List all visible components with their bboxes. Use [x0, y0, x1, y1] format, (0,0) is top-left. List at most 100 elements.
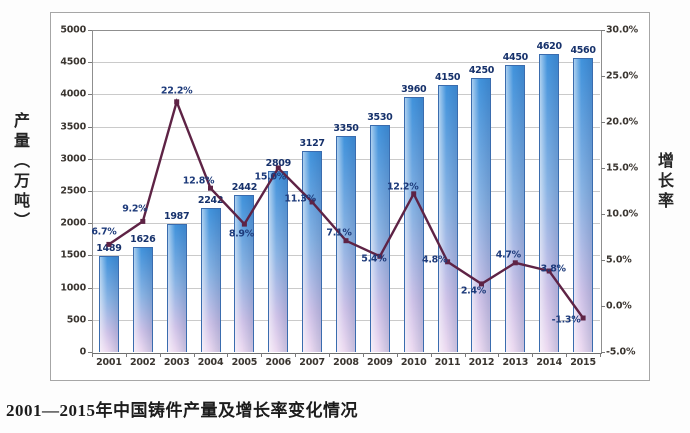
growth-rate-label: 5.4% — [361, 253, 387, 265]
y-axis-tick-mark — [88, 191, 92, 192]
x-axis-tick-mark — [295, 353, 297, 357]
right-axis-tick-mark — [601, 352, 605, 353]
production-bar — [166, 224, 187, 352]
y-axis-tick-label: 2000 — [60, 217, 86, 229]
y-axis-tick-mark — [88, 319, 92, 321]
bar-value-label: 3127 — [299, 137, 326, 149]
production-bar — [539, 54, 560, 352]
x-axis-tick-mark — [159, 353, 161, 357]
y-axis-tick-label: 1000 — [60, 282, 86, 294]
production-bar — [369, 124, 390, 352]
bar-value-label: 3960 — [401, 83, 427, 95]
x-axis-tick-label: 2014 — [536, 357, 563, 368]
growth-rate-label: 6.7% — [91, 226, 117, 238]
growth-rate-label: 9.2% — [122, 203, 148, 215]
x-axis-tick-label: 2015 — [570, 357, 596, 368]
y-axis-tick-label: 3000 — [60, 153, 86, 165]
growth-rate-label: 7.1% — [326, 227, 352, 239]
x-axis-tick-label: 2002 — [129, 357, 156, 368]
production-bar — [437, 84, 458, 352]
x-axis-tick-label: 2007 — [299, 357, 325, 368]
right-axis-tick-label: 5.0% — [606, 254, 632, 266]
x-axis-tick-mark — [396, 353, 398, 357]
bar-value-label: 4560 — [570, 45, 596, 57]
gridline — [93, 94, 600, 96]
x-axis-tick-label: 2004 — [197, 357, 224, 368]
production-bar — [505, 65, 526, 352]
production-bar — [234, 194, 255, 352]
x-axis-tick-mark — [566, 353, 568, 357]
bar-value-label: 1626 — [130, 234, 156, 246]
production-bar — [573, 58, 594, 352]
production-bar — [471, 78, 492, 352]
y-axis-tick-label: 2500 — [60, 185, 86, 197]
x-axis-tick-label: 2006 — [265, 357, 292, 368]
x-axis-tick-mark — [92, 353, 93, 357]
bar-value-label: 4620 — [536, 41, 563, 53]
production-bar — [200, 207, 221, 352]
gridline — [93, 62, 600, 64]
bar-value-label: 1489 — [96, 243, 122, 255]
x-axis-tick-mark — [464, 353, 466, 357]
production-bar — [302, 150, 323, 352]
y-axis-tick-mark — [88, 94, 92, 96]
growth-rate-label: 11.3% — [284, 193, 316, 205]
y-axis-tick-mark — [88, 287, 92, 289]
bar-value-label: 4150 — [434, 71, 461, 83]
right-axis-tick-label: 30.0% — [606, 24, 638, 36]
right-axis-tick-mark — [601, 76, 605, 77]
production-bar — [336, 136, 356, 352]
y-axis-tick-mark — [88, 352, 92, 353]
right-axis-tick-mark — [601, 306, 605, 307]
y-axis-tick-label: 4000 — [60, 88, 86, 100]
x-axis-tick-mark — [532, 353, 534, 357]
growth-rate-label: 15.0% — [254, 171, 287, 183]
y-axis-tick-mark — [88, 223, 92, 225]
x-axis-tick-mark — [430, 353, 432, 357]
growth-rate-label: 4.8% — [422, 254, 448, 266]
bar-value-label: 2809 — [265, 158, 292, 170]
bar-value-label: 4450 — [502, 52, 529, 64]
x-axis-tick-label: 2009 — [367, 357, 393, 368]
x-axis-tick-mark — [227, 353, 229, 357]
right-axis-tick-label: 0.0% — [606, 300, 632, 312]
y-axis-tick-mark — [88, 30, 92, 31]
x-axis-tick-label: 2005 — [231, 357, 258, 368]
x-axis-tick-mark — [193, 353, 195, 357]
right-axis-tick-mark — [601, 30, 605, 31]
right-axis-tick-label: 25.0% — [606, 70, 638, 82]
x-axis-tick-label: 2011 — [434, 357, 461, 368]
right-axis-tick-label: 15.0% — [606, 162, 638, 174]
right-axis-tick-label: 10.0% — [606, 208, 638, 220]
growth-rate-label: 8.9% — [228, 228, 254, 240]
x-axis-tick-mark — [261, 353, 263, 357]
x-axis-tick-label: 2001 — [96, 357, 122, 368]
x-axis-tick-mark — [600, 353, 601, 357]
right-axis-tick-mark — [601, 214, 605, 215]
y-axis-tick-label: 1500 — [60, 249, 86, 261]
bar-value-label: 3530 — [367, 111, 393, 123]
x-axis-tick-label: 2010 — [400, 357, 427, 368]
right-axis-tick-mark — [601, 122, 605, 123]
y-axis-tick-mark — [88, 126, 92, 128]
chart-caption: 2001—2015年中国铸件产量及增长率变化情况 — [6, 401, 358, 420]
x-axis-tick-label: 2008 — [333, 357, 359, 368]
left-axis-title: 产量（万吨） — [11, 112, 30, 232]
growth-rate-label: 3.8% — [540, 263, 566, 275]
y-axis-tick-mark — [88, 255, 92, 257]
y-axis-tick-label: 5000 — [60, 24, 86, 36]
bar-value-label: 4250 — [468, 65, 495, 77]
x-axis-tick-mark — [498, 353, 500, 357]
y-axis-tick-label: 500 — [66, 314, 86, 326]
x-axis-tick-label: 2003 — [163, 357, 190, 368]
right-axis-tick-label: 20.0% — [606, 116, 638, 128]
x-axis-tick-mark — [125, 353, 127, 357]
bar-value-label: 3350 — [333, 123, 359, 135]
x-axis-tick-label: 2013 — [502, 357, 529, 368]
growth-rate-label: 22.2% — [160, 85, 193, 97]
right-axis-title: 增长率 — [655, 152, 674, 212]
y-axis-tick-label: 4500 — [60, 56, 86, 68]
x-axis-tick-mark — [362, 353, 364, 357]
x-axis-tick-label: 2012 — [468, 357, 495, 368]
